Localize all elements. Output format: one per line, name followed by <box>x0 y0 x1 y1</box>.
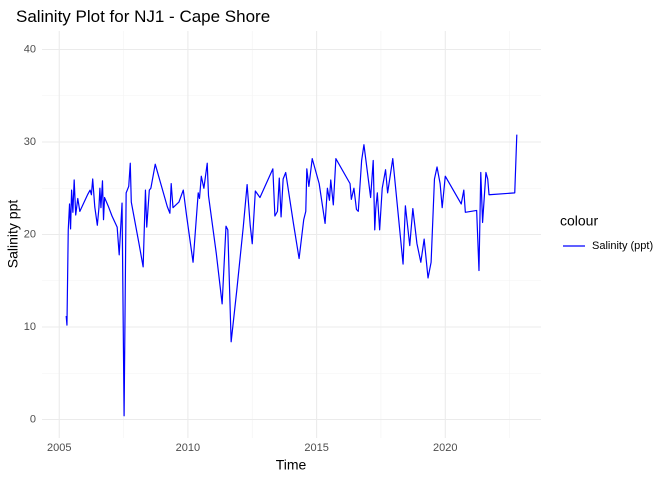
legend-label: Salinity (ppt) <box>592 240 653 252</box>
x-tick-label: 2010 <box>176 442 200 454</box>
y-tick-label: 20 <box>24 228 36 240</box>
y-tick-label: 0 <box>30 413 36 425</box>
x-axis-title: Time <box>276 457 307 473</box>
x-tick-label: 2015 <box>304 442 328 454</box>
chart-title: Salinity Plot for NJ1 - Cape Shore <box>16 7 270 26</box>
y-tick-label: 30 <box>24 136 36 148</box>
x-tick-label: 2005 <box>47 442 71 454</box>
grid <box>42 31 541 438</box>
y-axis-title: Salinity ppt <box>5 200 21 269</box>
y-tick-label: 40 <box>24 43 36 55</box>
line-series <box>65 134 518 417</box>
x-tick-label: 2020 <box>433 442 457 454</box>
legend-title: colour <box>560 213 598 229</box>
y-tick-label: 10 <box>24 321 36 333</box>
